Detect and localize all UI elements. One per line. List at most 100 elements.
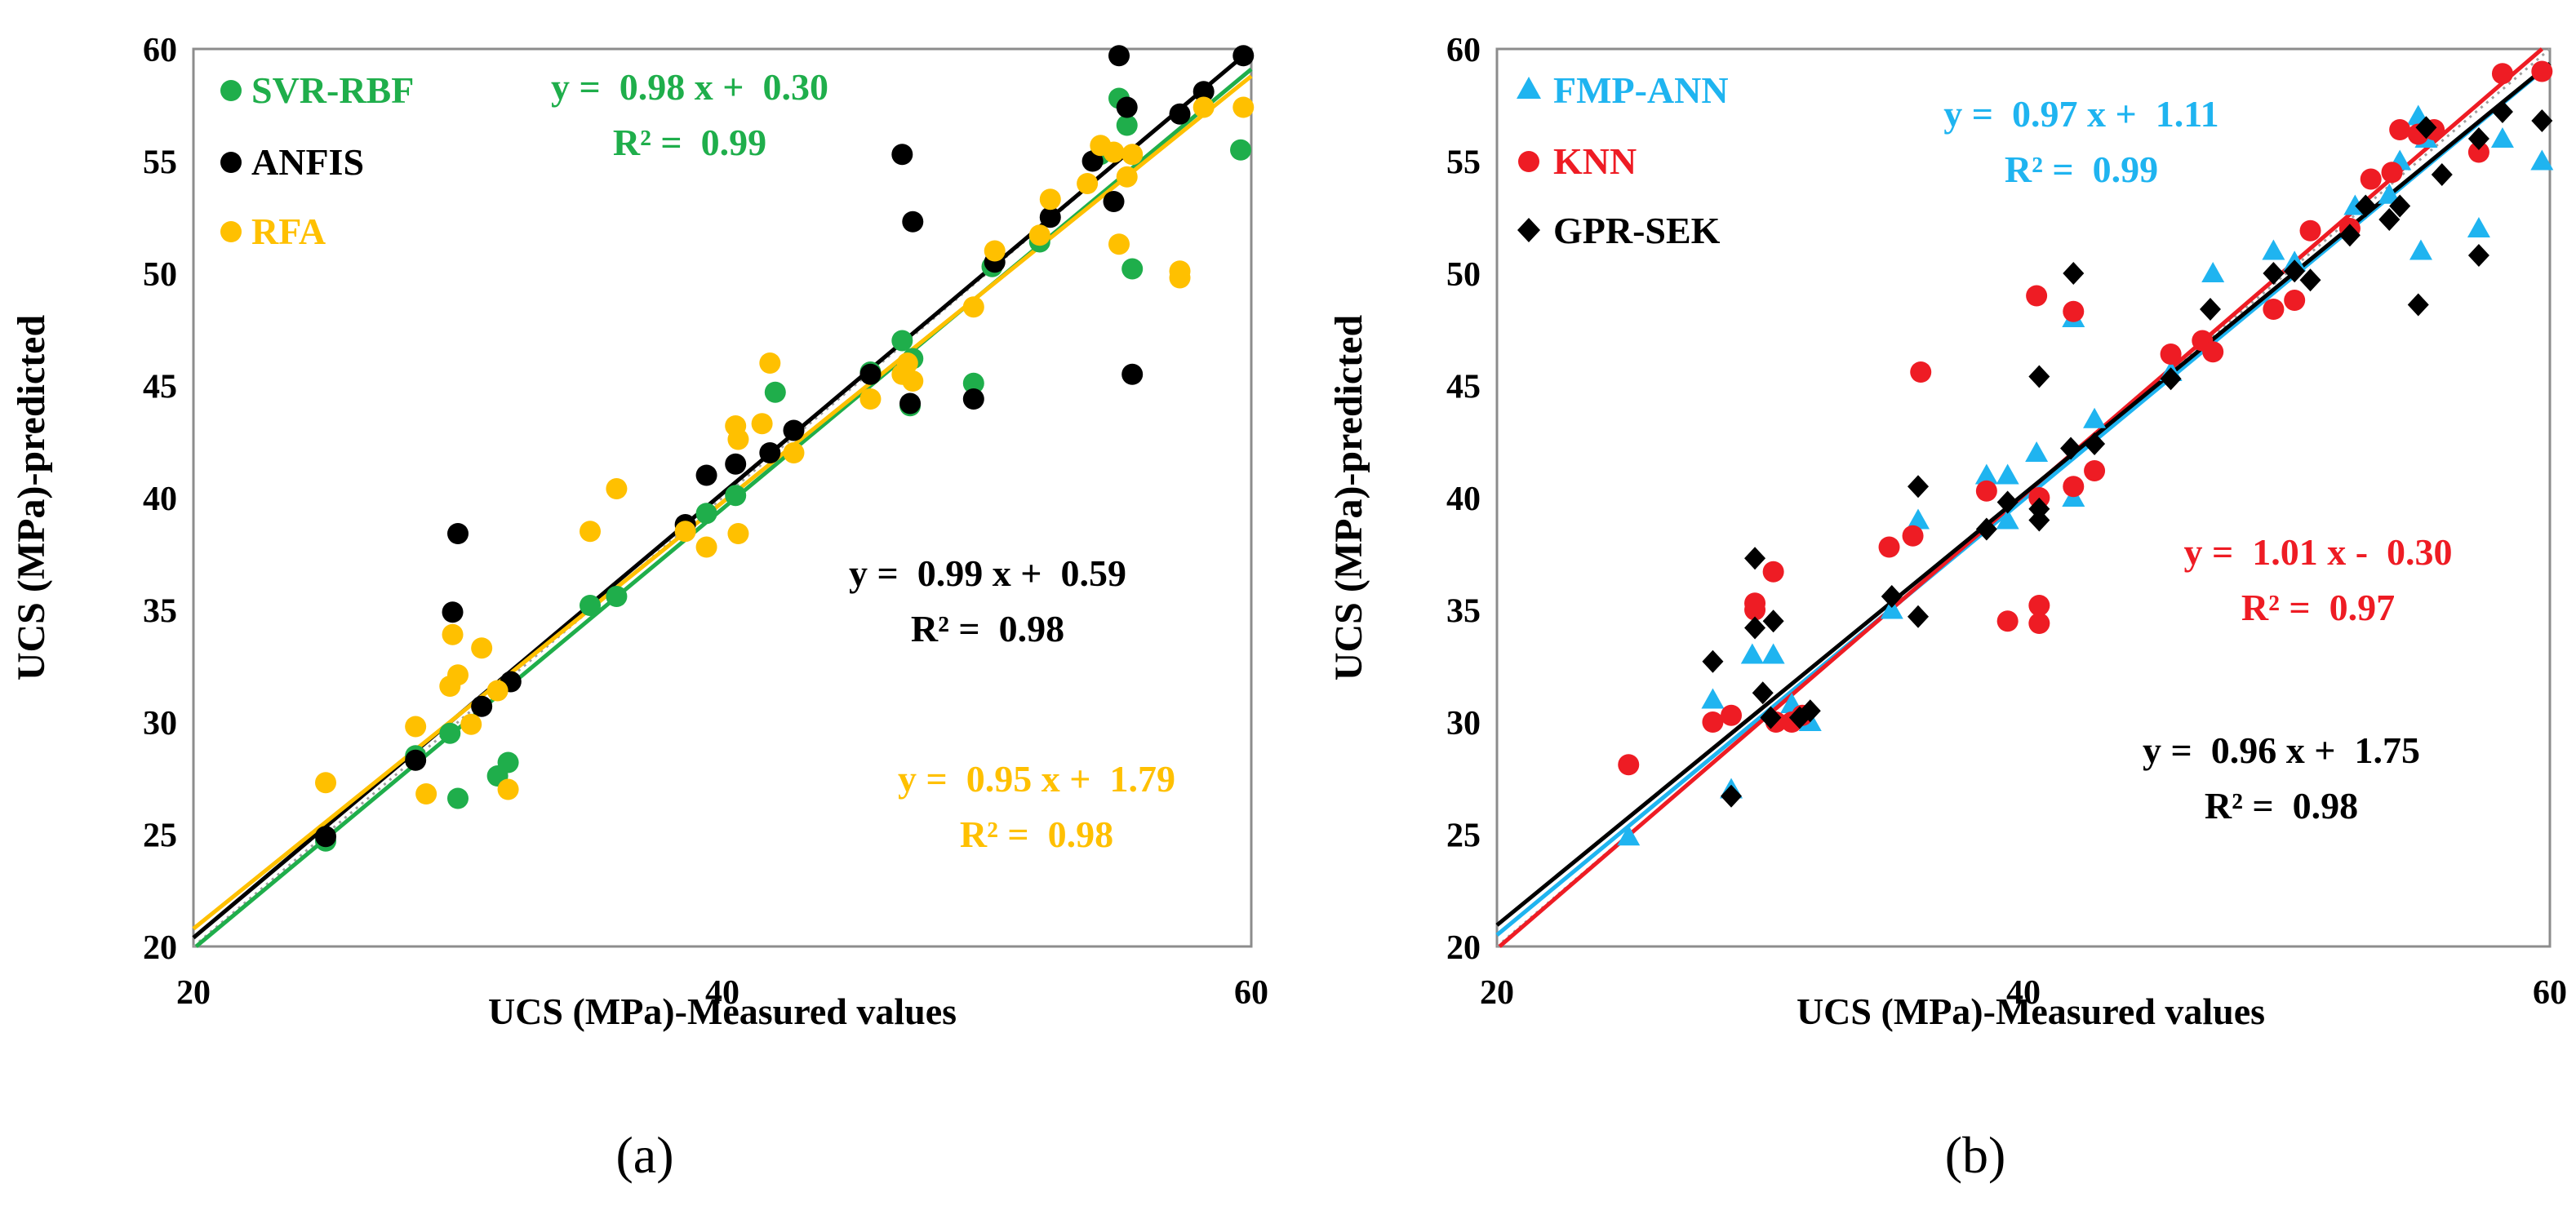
data-point-rfa (896, 352, 918, 374)
data-point-anfis (759, 442, 781, 463)
data-point-svr-rbf (1116, 114, 1138, 136)
data-point-rfa (759, 352, 781, 374)
data-point-gpr-sek (1760, 706, 1782, 729)
r-squared-knn: R² = 0.97 (2241, 587, 2395, 628)
y-tick-label: 55 (143, 144, 177, 182)
data-point-gpr-sek (1762, 609, 1784, 633)
data-point-rfa (415, 783, 437, 804)
data-point-gpr-sek (1975, 517, 1997, 541)
legend-label-knn: KNN (1553, 140, 1637, 182)
data-point-gpr-sek (2299, 268, 2321, 292)
data-point-gpr-sek (1881, 585, 1903, 608)
data-point-anfis (962, 388, 984, 410)
legend-label-anfis: ANFIS (251, 141, 364, 183)
legend-marker-fmp-ann (1517, 77, 1541, 99)
legend-marker-gpr-sek (1517, 218, 1540, 242)
data-point-gpr-sek (2060, 437, 2082, 460)
data-point-gpr-sek (2028, 365, 2050, 388)
legend-marker-svr-rbf (220, 80, 242, 101)
data-point-anfis (1169, 103, 1191, 125)
legend-item-knn: KNN (1518, 140, 1637, 182)
data-point-rfa (405, 716, 427, 738)
y-tick-label: 55 (1446, 144, 1481, 182)
legend-marker-knn (1518, 151, 1539, 172)
data-point-gpr-sek (1721, 784, 1743, 808)
data-point-gpr-sek (2415, 116, 2437, 140)
data-point-fmp-ann (2262, 239, 2285, 260)
y-tick-label: 30 (1446, 705, 1481, 742)
data-point-rfa (902, 370, 924, 392)
data-point-gpr-sek (1799, 699, 1821, 723)
data-point-rfa (447, 664, 469, 686)
data-point-rfa (751, 413, 773, 435)
y-tick-label: 30 (143, 705, 177, 742)
data-point-svr-rbf (447, 787, 469, 809)
legend-label-gpr-sek: GPR-SEK (1553, 210, 1721, 251)
data-point-rfa (962, 296, 984, 318)
data-point-gpr-sek (1744, 547, 1766, 570)
data-point-knn (1721, 704, 1743, 726)
legend-label-svr-rbf: SVR-RBF (251, 69, 414, 111)
y-tick-label: 25 (1446, 818, 1481, 855)
annotation-fmp-ann: y = 0.97 x + 1.11 R² = 0.99 (1943, 93, 2218, 190)
data-point-rfa (727, 428, 749, 450)
x-tick-label: 60 (2533, 974, 2567, 1012)
data-point-fmp-ann (1907, 508, 1930, 530)
data-point-fmp-ann (1761, 643, 1785, 664)
data-point-anfis (891, 144, 913, 166)
data-point-gpr-sek (1752, 681, 1774, 705)
data-point-gpr-sek (2284, 259, 2306, 283)
data-point-rfa (1108, 233, 1130, 255)
data-point-gpr-sek (2431, 163, 2453, 186)
data-point-svr-rbf (497, 751, 519, 773)
axis-ticks-a: 20 25 30 35 40 45 50 55 60 20 40 60 (143, 32, 1268, 1012)
data-point-rfa (1193, 96, 1215, 118)
data-point-anfis (1103, 191, 1125, 212)
data-point-svr-rbf (962, 372, 984, 394)
data-point-knn (2028, 613, 2050, 634)
data-point-knn (2063, 300, 2085, 322)
legend-item-rfa: RFA (220, 211, 326, 252)
data-point-knn (1996, 610, 2019, 632)
data-point-knn (1975, 480, 1997, 502)
r-squared-rfa: R² = 0.98 (960, 813, 1113, 855)
data-point-fmp-ann (1996, 508, 2019, 530)
data-point-rfa (695, 536, 717, 558)
data-point-knn (1910, 361, 1932, 383)
data-point-rfa (783, 442, 805, 463)
data-point-anfis (447, 523, 469, 544)
data-point-gpr-sek (1744, 616, 1766, 640)
x-axis-label-a: UCS (MPa)-Measured values (488, 991, 957, 1032)
legend-label-fmp-ann: FMP-ANN (1553, 69, 1729, 111)
data-point-rfa (1121, 144, 1144, 166)
data-point-knn (2491, 63, 2513, 85)
data-point-rfa (442, 623, 464, 645)
data-point-anfis (1081, 150, 1104, 172)
data-point-gpr-sek (2378, 208, 2401, 231)
data-point-svr-rbf (725, 485, 747, 507)
data-point-rfa (984, 240, 1006, 262)
data-point-gpr-sek (2491, 100, 2513, 123)
equation-svr-rbf: y = 0.98 x + 0.30 (551, 66, 828, 108)
data-point-svr-rbf (580, 595, 601, 616)
x-tick-label: 40 (705, 974, 739, 1012)
data-point-knn (2263, 299, 2285, 320)
data-point-fmp-ann (2378, 183, 2401, 204)
trend-lines-a (192, 47, 1253, 948)
y-tick-label: 25 (143, 818, 177, 855)
data-point-anfis (902, 211, 924, 233)
y-tick-label: 40 (1446, 481, 1481, 518)
data-point-anfis (859, 363, 882, 385)
data-point-anfis (695, 464, 717, 486)
data-point-rfa (1077, 173, 1099, 194)
y-tick-label: 60 (1446, 32, 1481, 69)
data-point-knn (1762, 561, 1784, 583)
plot-area-b (1495, 47, 2552, 948)
annotation-rfa: y = 0.95 x + 1.79 R² = 0.98 (898, 758, 1175, 855)
data-point-anfis (471, 695, 493, 717)
data-point-gpr-sek (1908, 605, 1929, 628)
data-point-rfa (497, 778, 519, 800)
annotation-svr-rbf: y = 0.98 x + 0.30 R² = 0.99 (551, 66, 828, 163)
r-squared-anfis: R² = 0.98 (911, 608, 1064, 649)
